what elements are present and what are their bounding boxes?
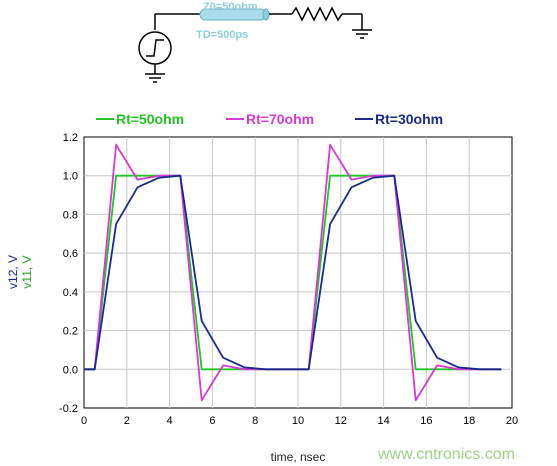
x-tick-label: 14 [377, 415, 389, 427]
x-tick-label: 10 [292, 415, 304, 427]
x-tick-label: 20 [506, 415, 518, 427]
load-ground-icon [352, 29, 372, 39]
tline-z0-label: Z0=50ohm [203, 1, 258, 13]
source-ground-icon [145, 73, 165, 83]
x-tick-label: 4 [167, 415, 173, 427]
y-tick-label: 0.2 [63, 326, 78, 338]
x-tick-label: 18 [463, 415, 475, 427]
x-tick-label: 0 [81, 415, 87, 427]
resistor-icon [291, 6, 343, 22]
x-axis-title: time, nsec [271, 450, 326, 464]
x-tick-label: 12 [335, 415, 347, 427]
x-tick-label: 8 [252, 415, 258, 427]
watermark: www.cntronics.com [377, 446, 515, 463]
x-tick-label: 6 [209, 415, 215, 427]
grid [84, 137, 512, 408]
legend-label-1: Rt=70ohm [246, 111, 314, 127]
voltage-source-icon [138, 13, 200, 74]
y-tick-label: 1.0 [63, 171, 78, 183]
y-tick-labels: -0.2 0.0 0.2 0.4 0.6 0.8 1.0 1.2 [59, 132, 78, 415]
schematic: Z0=50ohm TD=500ps [138, 1, 372, 83]
y-tick-label: 0.4 [63, 287, 78, 299]
series-line-2 [84, 174, 502, 371]
y-tick-label: 0.6 [63, 248, 78, 260]
y-tick-label: 1.2 [63, 132, 78, 144]
y-tick-label: -0.2 [59, 403, 78, 415]
y-tick-label: 0.0 [63, 364, 78, 376]
tline-td-label: TD=500ps [196, 29, 248, 41]
y-axis-title-v11: v11, V [20, 255, 34, 288]
x-tick-label: 16 [420, 415, 432, 427]
y-axis-title-v12: v12, V [6, 255, 20, 289]
legend-label-0: Rt=50ohm [116, 111, 184, 127]
legend-label-2: Rt=30ohm [375, 111, 443, 127]
legend: Rt=50ohm Rt=70ohm Rt=30ohm [96, 111, 443, 127]
x-tick-labels: 0 2 4 6 8 10 12 14 16 18 20 [81, 415, 518, 427]
x-tick-label: 2 [124, 415, 130, 427]
y-tick-label: 0.8 [63, 209, 78, 221]
series-lines [84, 143, 502, 402]
